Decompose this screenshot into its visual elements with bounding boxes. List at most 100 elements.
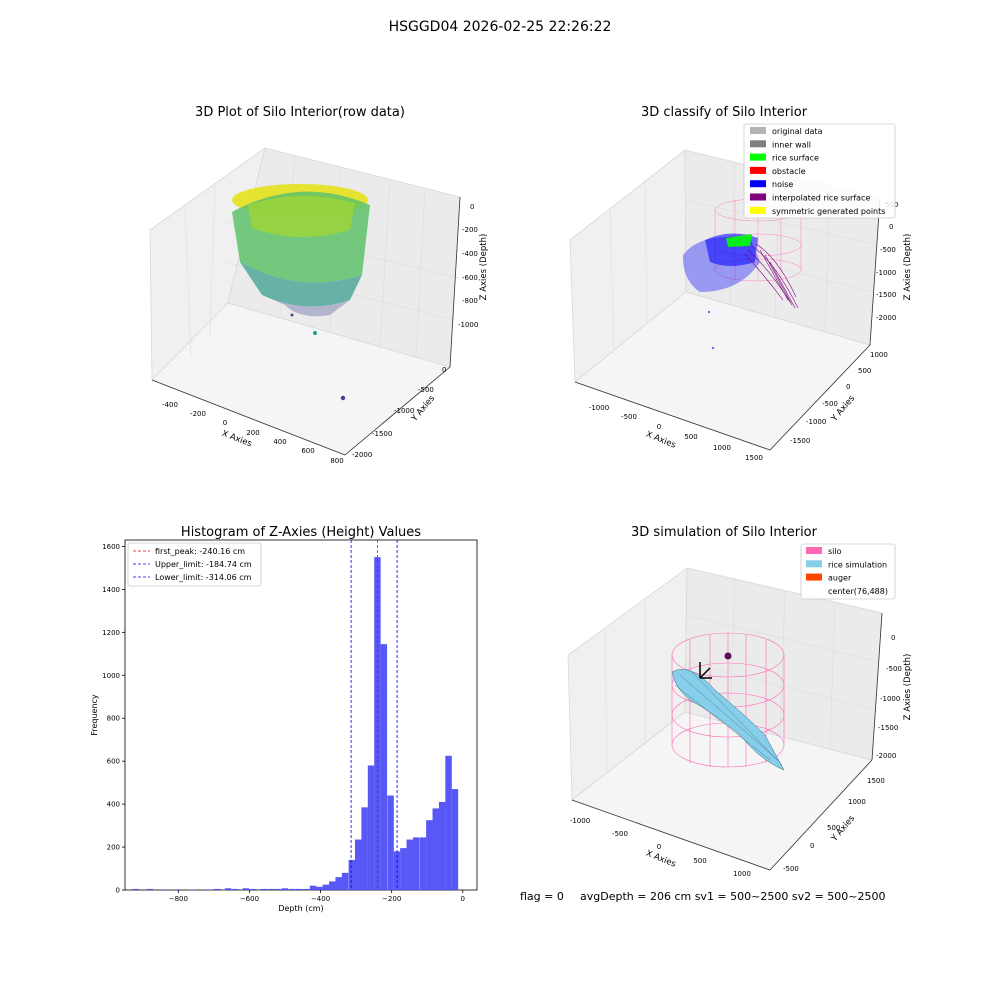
panel2-ztick: -1000 xyxy=(876,269,896,277)
histogram-bar xyxy=(341,872,349,890)
histogram-bar xyxy=(335,877,342,890)
panel2-legend-label: symmetric generated points xyxy=(772,207,885,216)
panel4-legend-swatch xyxy=(806,560,822,568)
panel2-zticks: 500 0 -500 -1000 -1500 -2000 xyxy=(876,201,898,322)
panel2-ztick: -1500 xyxy=(876,291,896,299)
histogram-yticks: 0 200 400 600 800 1000 1200 1400 1600 xyxy=(102,543,125,895)
histogram-xtick-label: −600 xyxy=(240,895,259,903)
panel2-yticks: -1500 -1000 -500 0 500 1000 xyxy=(790,351,888,445)
histogram-bar xyxy=(146,888,154,890)
panel2-legend-swatch xyxy=(750,206,766,214)
panel1-xtick: 600 xyxy=(301,447,314,455)
histogram-legend: first_peak: -240.16 cm Upper_limit: -184.… xyxy=(127,542,262,587)
panel1-xtick: 0 xyxy=(223,419,227,427)
histogram-ytick-label: 600 xyxy=(107,758,120,766)
histogram-bar xyxy=(242,888,250,890)
histogram-bar xyxy=(309,885,317,890)
panel4-legend-label: auger xyxy=(828,574,852,583)
panel4-xtick: -500 xyxy=(612,830,628,838)
panel2-ytick: 500 xyxy=(858,367,871,375)
histogram-bar xyxy=(132,888,139,890)
panel1-title: 3D Plot of Silo Interior(row data) xyxy=(195,105,405,120)
panel4-legend: silo rice simulation auger center(76,488) xyxy=(800,543,896,600)
panel-simulation: 3D simulation of Silo Interior xyxy=(567,525,913,878)
histogram-bar xyxy=(281,888,289,890)
panel4-grid xyxy=(604,578,881,773)
panel4-xtick: -1000 xyxy=(570,817,590,825)
panel2-legend-swatch xyxy=(750,127,766,134)
panel4-legend-label: center(76,488) xyxy=(828,587,888,596)
panel1-ztick: -200 xyxy=(462,226,478,234)
histogram-bar xyxy=(367,765,375,890)
panel2-ytick: 0 xyxy=(846,383,850,391)
panel-raw-data: 3D Plot of Silo Interior(row data) xyxy=(149,105,489,465)
panel2-axis-lines xyxy=(574,197,881,451)
histogram-bar xyxy=(361,807,368,890)
panel1-ytick: -1500 xyxy=(372,430,392,438)
histogram-xtick-label: 0 xyxy=(461,895,465,903)
panel4-axis-lines xyxy=(571,612,883,871)
panel1-ytick: -2000 xyxy=(352,451,372,459)
panel4-ytick: 1500 xyxy=(867,777,885,785)
panel4-auger xyxy=(699,662,712,679)
histogram-bar xyxy=(438,801,446,890)
histogram-bar xyxy=(451,789,459,890)
panel1-ztick: -800 xyxy=(462,297,478,305)
panel2-ztick: -500 xyxy=(880,246,896,254)
histogram-bar xyxy=(303,888,310,890)
histogram-xtick-label: −800 xyxy=(169,895,188,903)
panel4-ytick: 0 xyxy=(810,842,814,850)
histogram-bar xyxy=(274,888,282,890)
histogram-legend-label: Upper_limit: -184.74 cm xyxy=(155,560,252,569)
histogram-bar xyxy=(249,888,257,890)
histogram-legend-items: first_peak: -240.16 cm Upper_limit: -184.… xyxy=(133,547,252,582)
histogram-bar xyxy=(426,820,433,890)
panel1-ztick: -1000 xyxy=(458,321,478,329)
panel2-legend-swatch xyxy=(750,140,766,148)
histogram-bar xyxy=(160,889,168,890)
panel-histogram: Histogram of Z-Axies (Height) Values −80… xyxy=(90,525,478,913)
panel1-ytick: 0 xyxy=(442,366,446,374)
status-avg-depth: avgDepth = 206 cm sv1 = 500~2500 sv2 = 5… xyxy=(580,890,886,903)
panel4-legend-swatch xyxy=(806,573,822,581)
histogram-ytick-label: 1600 xyxy=(102,543,120,551)
histogram-bar xyxy=(231,888,239,890)
histogram-bar xyxy=(419,837,427,890)
histogram-bar xyxy=(400,848,407,890)
panel4-legend-label: silo xyxy=(828,547,842,556)
panel2-xtick: -500 xyxy=(621,413,637,421)
histogram-bar xyxy=(406,839,414,890)
histogram-bar xyxy=(348,859,356,890)
histogram-ytick-label: 800 xyxy=(107,715,120,723)
panel2-legend: original data inner wall rice surface obsta… xyxy=(743,123,896,219)
panel4-zticks: 0 -500 -1000 -1500 -2000 xyxy=(876,634,902,760)
panel4-ytick: -500 xyxy=(783,865,799,873)
panel2-legend-swatch xyxy=(750,193,766,201)
histogram-bar xyxy=(322,884,330,890)
panel2-legend-swatch xyxy=(750,153,766,161)
panel2-legend-label: noise xyxy=(772,180,793,189)
panel1-xtick: -400 xyxy=(162,401,178,409)
histogram-legend-label: Lower_limit: -314.06 cm xyxy=(155,573,252,582)
histogram-legend-label: first_peak: -240.16 cm xyxy=(155,547,245,556)
panel2-ytick: -1500 xyxy=(790,437,810,445)
panel1-ztick: -600 xyxy=(462,274,478,282)
panel2-legend-swatch xyxy=(750,180,766,188)
panel2-zlabel: Z Axies (Depth) xyxy=(903,234,913,301)
panel2-xtick: -1000 xyxy=(589,404,609,412)
histogram-bar xyxy=(355,839,362,890)
panel2-rice-surface xyxy=(726,234,752,247)
panel2-legend-label: inner wall xyxy=(772,140,811,149)
panel4-ztick: -2000 xyxy=(876,752,896,760)
panel2-ytick: -1000 xyxy=(806,418,826,426)
histogram-reference-lines xyxy=(350,540,398,890)
figure-title: HSGGD04 2026-02-25 22:26:22 xyxy=(389,19,612,35)
panel1-axis-lines xyxy=(151,196,461,456)
panel4-title: 3D simulation of Silo Interior xyxy=(631,525,818,540)
panel1-ztick: -400 xyxy=(462,250,478,258)
histogram-bar xyxy=(329,881,336,890)
panel2-ztick: 0 xyxy=(889,223,893,231)
histogram-xticks: −800 −600 −400 −200 0 xyxy=(169,890,465,903)
panel1-xtick: 800 xyxy=(330,457,343,465)
